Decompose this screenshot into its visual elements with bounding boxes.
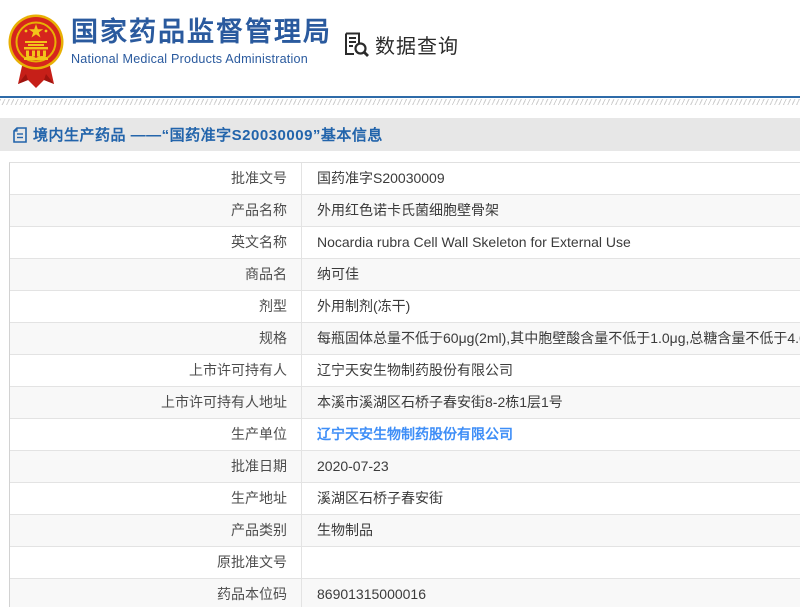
nav-data-query-label: 数据查询 <box>375 36 459 58</box>
row-value: 纳可佳 <box>317 266 359 282</box>
section-title-bar: 境内生产药品 ——“国药准字S20030009”基本信息 <box>0 118 800 151</box>
org-name-zh: 国家药品监督管理局 <box>71 17 332 47</box>
table-row-production-address: 生产地址 溪湖区石桥子春安街 <box>10 483 800 515</box>
row-value: 生物制品 <box>317 522 373 538</box>
table-row-approval-date: 批准日期 2020-07-23 <box>10 451 800 483</box>
nav-data-query[interactable]: 数据查询 <box>343 30 459 59</box>
table-row-license-holder-address: 上市许可持有人地址 本溪市溪湖区石桥子春安街8-2栋1层1号 <box>10 387 800 419</box>
page-title: 境内生产药品 ——“国药准字S20030009”基本信息 <box>33 127 383 144</box>
row-label: 产品类别 <box>10 515 302 546</box>
document-magnifier-icon <box>345 32 369 57</box>
row-value: Nocardia rubra Cell Wall Skeleton for Ex… <box>317 234 631 250</box>
row-label: 英文名称 <box>10 227 302 258</box>
row-value: 2020-07-23 <box>317 458 389 474</box>
manufacturer-link[interactable]: 辽宁天安生物制药股份有限公司 <box>317 426 513 442</box>
national-emblem-icon <box>8 14 64 88</box>
row-label: 上市许可持有人 <box>10 355 302 386</box>
row-value <box>302 547 800 578</box>
row-label: 产品名称 <box>10 195 302 226</box>
drug-info-table: 批准文号 国药准字S20030009 产品名称 外用红色诺卡氏菌细胞壁骨架 英文… <box>9 162 800 607</box>
row-label: 规格 <box>10 323 302 354</box>
row-label: 批准文号 <box>10 163 302 194</box>
table-row-license-holder: 上市许可持有人 辽宁天安生物制药股份有限公司 <box>10 355 800 387</box>
row-label: 生产地址 <box>10 483 302 514</box>
document-icon <box>13 126 27 143</box>
row-label: 生产单位 <box>10 419 302 450</box>
table-row-product-category: 产品类别 生物制品 <box>10 515 800 547</box>
row-label: 原批准文号 <box>10 547 302 578</box>
table-row-english-name: 英文名称 Nocardia rubra Cell Wall Skeleton f… <box>10 227 800 259</box>
row-value: 溪湖区石桥子春安街 <box>317 490 443 506</box>
row-value: 国药准字S20030009 <box>317 170 445 186</box>
row-label: 剂型 <box>10 291 302 322</box>
row-label: 上市许可持有人地址 <box>10 387 302 418</box>
header-rule <box>0 96 800 98</box>
row-label: 批准日期 <box>10 451 302 482</box>
table-row-trade-name: 商品名 纳可佳 <box>10 259 800 291</box>
site-header: 国家药品监督管理局 National Medical Products Admi… <box>0 0 800 96</box>
table-row-approval-number: 批准文号 国药准字S20030009 <box>10 163 800 195</box>
hatch-divider <box>0 99 800 105</box>
row-value: 86901315000016 <box>317 586 427 602</box>
row-value: 每瓶固体总量不低于60μg(2ml),其中胞壁酸含量不低于1.0μg,总糖含量不… <box>317 330 800 346</box>
table-row-original-approval-number: 原批准文号 <box>10 547 800 579</box>
row-value: 本溪市溪湖区石桥子春安街8-2栋1层1号 <box>317 394 563 410</box>
table-row-manufacturer: 生产单位 辽宁天安生物制药股份有限公司 <box>10 419 800 451</box>
table-row-product-name: 产品名称 外用红色诺卡氏菌细胞壁骨架 <box>10 195 800 227</box>
table-row-drug-standard-code: 药品本位码 86901315000016 <box>10 579 800 607</box>
row-value: 外用红色诺卡氏菌细胞壁骨架 <box>317 202 499 218</box>
table-row-specification: 规格 每瓶固体总量不低于60μg(2ml),其中胞壁酸含量不低于1.0μg,总糖… <box>10 323 800 355</box>
row-value: 外用制剂(冻干) <box>317 298 411 314</box>
org-name-en: National Medical Products Administration <box>71 52 308 67</box>
table-row-dosage-form: 剂型 外用制剂(冻干) <box>10 291 800 323</box>
row-value: 辽宁天安生物制药股份有限公司 <box>317 362 513 378</box>
row-label: 商品名 <box>10 259 302 290</box>
header-brand-link[interactable]: 国家药品监督管理局 National Medical Products Admi… <box>71 17 332 66</box>
row-label: 药品本位码 <box>10 579 302 607</box>
